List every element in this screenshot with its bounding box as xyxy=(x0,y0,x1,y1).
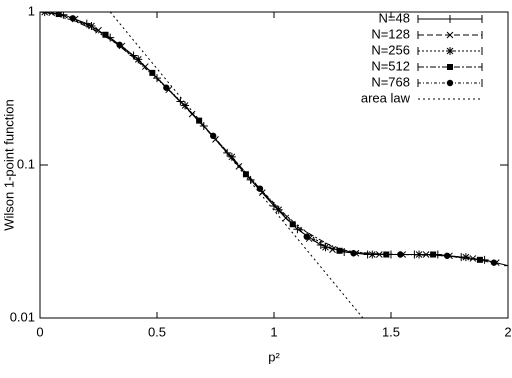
marker xyxy=(102,31,109,38)
legend-label: N=48 xyxy=(379,10,410,25)
marker xyxy=(256,185,264,192)
marker xyxy=(303,233,310,240)
x-tick-label: 2 xyxy=(504,324,511,339)
series-line xyxy=(40,12,508,267)
marker xyxy=(40,12,49,17)
series-line xyxy=(51,12,497,264)
y-axis-label: Wilson 1-point function xyxy=(1,99,16,231)
x-tick-label: 0 xyxy=(36,324,43,339)
y-tick-label: 0.1 xyxy=(17,156,35,171)
marker xyxy=(469,255,477,262)
marker xyxy=(116,41,123,49)
marker xyxy=(69,15,76,22)
x-tick-label: 1 xyxy=(270,324,277,339)
marker xyxy=(321,243,330,252)
legend-marker xyxy=(446,79,454,87)
y-tick-label: 0.01 xyxy=(10,309,35,324)
marker xyxy=(476,256,483,263)
marker xyxy=(209,132,217,140)
marker xyxy=(368,250,377,259)
marker xyxy=(181,101,190,110)
marker xyxy=(336,247,343,254)
legend-marker xyxy=(446,47,454,55)
legend-label: N=128 xyxy=(371,26,410,41)
marker xyxy=(504,261,508,270)
marker xyxy=(55,12,62,18)
marker xyxy=(383,251,390,258)
legend-label: N=256 xyxy=(371,42,410,57)
marker xyxy=(163,84,170,91)
series-line xyxy=(72,17,495,264)
x-axis-label: p² xyxy=(268,349,280,364)
marker xyxy=(289,221,296,228)
marker xyxy=(461,253,470,262)
marker xyxy=(87,22,96,31)
legend-label: N=768 xyxy=(371,74,410,89)
legend-label: N=512 xyxy=(371,58,410,73)
legend-marker xyxy=(447,64,453,70)
marker xyxy=(375,251,383,258)
legend-label: area law xyxy=(361,90,411,105)
series-line xyxy=(109,12,364,318)
x-tick-label: 1.5 xyxy=(382,324,400,339)
marker xyxy=(430,251,437,258)
marker xyxy=(196,117,203,124)
marker xyxy=(490,259,498,266)
plot-frame xyxy=(39,11,509,319)
marker xyxy=(350,250,357,257)
marker xyxy=(227,152,236,161)
marker xyxy=(242,171,249,178)
legend-marker xyxy=(446,31,454,39)
x-tick-label: 0.5 xyxy=(148,324,166,339)
marker xyxy=(415,250,424,259)
marker xyxy=(282,214,290,222)
plot-area xyxy=(40,12,508,318)
marker xyxy=(134,55,143,64)
marker xyxy=(443,252,451,259)
series-line xyxy=(58,13,480,261)
legend-marker xyxy=(446,15,454,23)
marker xyxy=(397,251,404,258)
y-tick-label: 1 xyxy=(28,3,35,18)
marker xyxy=(149,69,156,76)
